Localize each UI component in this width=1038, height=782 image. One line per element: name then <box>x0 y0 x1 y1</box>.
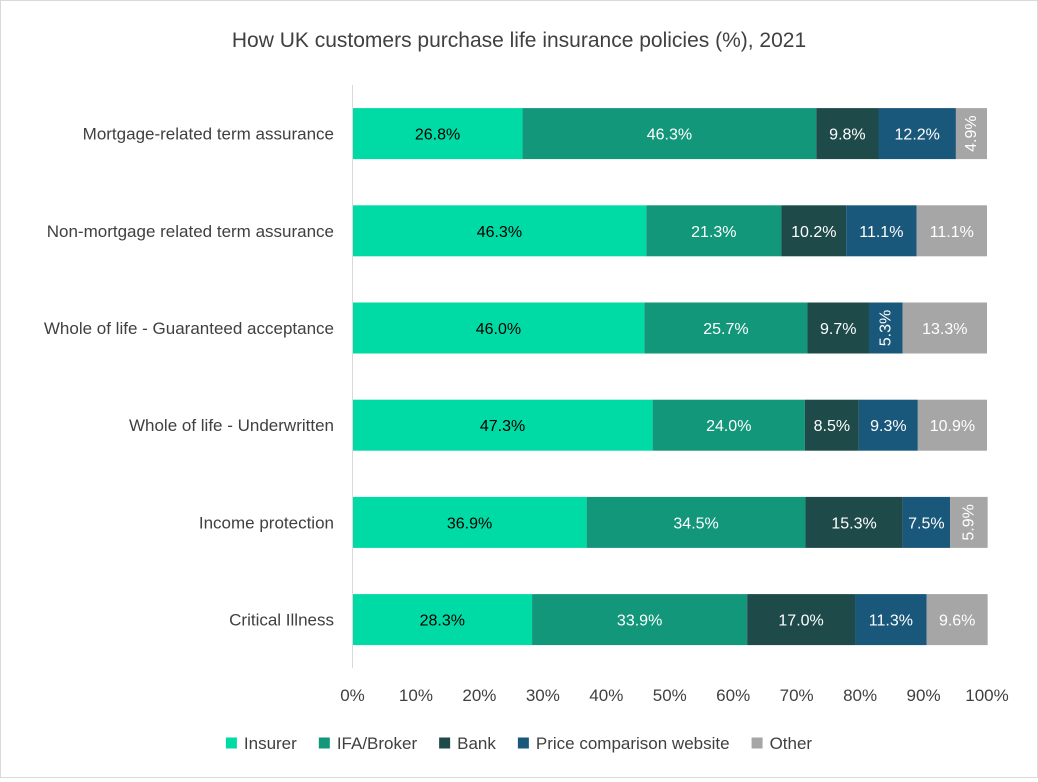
bar-segment <box>807 302 869 354</box>
bar-segment <box>781 205 847 257</box>
legend-label: Insurer <box>244 734 297 753</box>
data-label: 9.7% <box>820 321 856 338</box>
data-label: 11.1% <box>930 224 974 241</box>
legend: Insurer IFA/Broker Bank Price comparison we… <box>225 734 813 753</box>
category-label: Non-mortgage related term assurance <box>47 222 334 241</box>
x-tick-label: 20% <box>462 686 496 705</box>
bar-segment <box>955 108 987 160</box>
bar-segment <box>926 594 988 646</box>
bar-segment <box>352 496 587 548</box>
category-label: Income protection <box>199 513 334 532</box>
bar-segment <box>352 594 533 646</box>
legend-swatch <box>439 737 451 749</box>
bar-segment <box>652 399 805 451</box>
legend-swatch <box>751 737 763 749</box>
data-label: 9.6% <box>939 613 975 630</box>
bar-segment <box>747 594 856 646</box>
legend-label: Bank <box>457 734 496 753</box>
x-tick-label: 70% <box>780 686 814 705</box>
bar-segment <box>868 302 903 354</box>
x-tick-label: 100% <box>965 686 1008 705</box>
legend-label: Price comparison website <box>536 734 730 753</box>
data-label: 11.3% <box>869 613 913 630</box>
data-label: 9.3% <box>870 418 906 435</box>
category-label: Whole of life - Underwritten <box>129 416 334 435</box>
data-label: 9.8% <box>829 127 865 144</box>
bar-segment <box>804 399 859 451</box>
bar-segment <box>352 108 523 160</box>
bar-segment <box>646 205 782 257</box>
legend-label: IFA/Broker <box>337 734 418 753</box>
data-label: 8.5% <box>814 418 850 435</box>
data-label: 24.0% <box>706 418 751 435</box>
x-tick-label: 60% <box>716 686 750 705</box>
x-tick-label: 0% <box>340 686 365 705</box>
data-label: 5.9% <box>960 504 977 540</box>
data-label: 12.2% <box>895 127 940 144</box>
x-tick-label: 10% <box>399 686 433 705</box>
bar-segment <box>352 302 645 354</box>
legend-label: Other <box>770 734 813 753</box>
data-label: 10.2% <box>791 224 836 241</box>
legend-swatch <box>318 737 330 749</box>
bar-segment <box>522 108 817 160</box>
x-axis-ticks: 0% 10% 20% 30% 40% 50% 60% 70% 80% 90% 100% <box>340 686 1009 705</box>
data-label: 7.5% <box>908 515 944 532</box>
data-label: 4.9% <box>963 115 980 151</box>
data-label: 5.3% <box>877 310 894 346</box>
data-label: 46.3% <box>477 224 522 241</box>
category-label: Critical Illness <box>229 611 334 630</box>
chart-title: How UK customers purchase life insurance… <box>232 29 806 52</box>
bar-segment <box>902 496 951 548</box>
data-label: 21.3% <box>691 224 736 241</box>
bar-segment <box>917 399 987 451</box>
data-label: 26.8% <box>415 127 460 144</box>
bar-segment <box>352 399 653 451</box>
category-label: Whole of life - Guaranteed acceptance <box>44 319 334 338</box>
bars-group: 26.8% 46.3% 9.8% 12.2% 4.9% 46.3% 21.3% 10.2% 11… <box>352 108 988 646</box>
legend-swatch <box>517 737 529 749</box>
data-label: 13.3% <box>922 321 967 338</box>
bar-segment <box>858 399 918 451</box>
category-label: Mortgage-related term assurance <box>83 125 334 144</box>
bar-segment <box>950 496 988 548</box>
data-label: 34.5% <box>673 515 718 532</box>
data-label: 33.9% <box>617 613 662 630</box>
data-label: 15.3% <box>831 515 876 532</box>
bar-segment <box>586 496 806 548</box>
x-tick-label: 40% <box>589 686 623 705</box>
data-label: 46.3% <box>647 127 692 144</box>
data-label: 36.9% <box>447 515 492 532</box>
bar-segment <box>352 205 647 257</box>
legend-swatch <box>225 737 237 749</box>
bar-segment <box>916 205 987 257</box>
data-label: 10.9% <box>930 418 975 435</box>
data-label: 28.3% <box>420 613 465 630</box>
data-label: 46.0% <box>476 321 521 338</box>
bar-segment <box>532 594 748 646</box>
category-labels: Mortgage-related term assurance Non-mortg… <box>44 125 334 630</box>
x-tick-label: 90% <box>907 686 941 705</box>
data-label: 11.1% <box>859 224 903 241</box>
data-label: 25.7% <box>703 321 748 338</box>
x-tick-label: 30% <box>526 686 560 705</box>
data-label: 47.3% <box>480 418 525 435</box>
bar-segment <box>846 205 917 257</box>
bar-segment <box>902 302 987 354</box>
bar-segment <box>816 108 879 160</box>
bar-segment <box>878 108 956 160</box>
data-label: 17.0% <box>778 613 823 630</box>
bar-segment <box>855 594 927 646</box>
x-tick-label: 80% <box>843 686 877 705</box>
bar-segment <box>644 302 808 354</box>
bar-segment <box>805 496 903 548</box>
x-tick-label: 50% <box>653 686 687 705</box>
